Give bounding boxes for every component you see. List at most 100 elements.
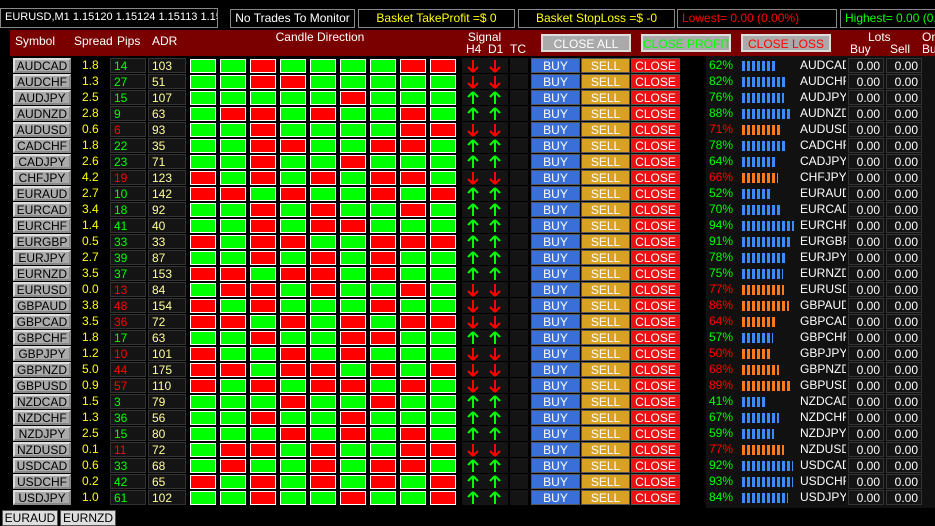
buy-button[interactable]: BUY: [531, 458, 580, 473]
close-button[interactable]: CLOSE: [631, 394, 680, 409]
close-button[interactable]: CLOSE: [631, 362, 680, 377]
sell-button[interactable]: SELL: [581, 330, 630, 345]
buy-button[interactable]: BUY: [531, 346, 580, 361]
sell-button[interactable]: SELL: [581, 426, 630, 441]
symbol-button[interactable]: GBPUSD: [13, 378, 71, 393]
symbol-button[interactable]: GBPCAD: [13, 314, 71, 329]
close-button[interactable]: CLOSE: [631, 58, 680, 73]
close-button[interactable]: CLOSE: [631, 282, 680, 297]
close-button[interactable]: CLOSE: [631, 154, 680, 169]
symbol-button[interactable]: EURNZD: [13, 266, 71, 281]
close-button[interactable]: CLOSE: [631, 266, 680, 281]
symbol-button[interactable]: AUDJPY: [13, 90, 71, 105]
symbol-button[interactable]: NZDJPY: [13, 426, 71, 441]
sell-button[interactable]: SELL: [581, 410, 630, 425]
sell-button[interactable]: SELL: [581, 346, 630, 361]
symbol-button[interactable]: GBPCHF: [13, 330, 71, 345]
close-button[interactable]: CLOSE: [631, 234, 680, 249]
sell-button[interactable]: SELL: [581, 90, 630, 105]
buy-button[interactable]: BUY: [531, 218, 580, 233]
sell-button[interactable]: SELL: [581, 298, 630, 313]
sell-button[interactable]: SELL: [581, 490, 630, 505]
close-button[interactable]: CLOSE: [631, 458, 680, 473]
buy-button[interactable]: BUY: [531, 250, 580, 265]
close-button[interactable]: CLOSE: [631, 218, 680, 233]
buy-button[interactable]: BUY: [531, 106, 580, 121]
buy-button[interactable]: BUY: [531, 170, 580, 185]
symbol-button[interactable]: GBPJPY: [13, 346, 71, 361]
symbol-button[interactable]: EURJPY: [13, 250, 71, 265]
buy-button[interactable]: BUY: [531, 122, 580, 137]
buy-button[interactable]: BUY: [531, 490, 580, 505]
sell-button[interactable]: SELL: [581, 74, 630, 89]
sell-button[interactable]: SELL: [581, 154, 630, 169]
buy-button[interactable]: BUY: [531, 314, 580, 329]
sell-button[interactable]: SELL: [581, 58, 630, 73]
close-button[interactable]: CLOSE: [631, 186, 680, 201]
close-button[interactable]: CLOSE: [631, 442, 680, 457]
symbol-button[interactable]: NZDCAD: [13, 394, 71, 409]
close-button[interactable]: CLOSE: [631, 474, 680, 489]
close-button[interactable]: CLOSE: [631, 298, 680, 313]
close-button[interactable]: CLOSE: [631, 330, 680, 345]
symbol-button[interactable]: AUDUSD: [13, 122, 71, 137]
symbol-button[interactable]: USDJPY: [13, 490, 71, 505]
close-button[interactable]: CLOSE: [631, 90, 680, 105]
close-button[interactable]: CLOSE: [631, 314, 680, 329]
symbol-button[interactable]: CADJPY: [13, 154, 71, 169]
symbol-button[interactable]: NZDUSD: [13, 442, 71, 457]
symbol-button[interactable]: GBPNZD: [13, 362, 71, 377]
buy-button[interactable]: BUY: [531, 442, 580, 457]
buy-button[interactable]: BUY: [531, 90, 580, 105]
close-button[interactable]: CLOSE: [631, 378, 680, 393]
close-button[interactable]: CLOSE: [631, 250, 680, 265]
buy-button[interactable]: BUY: [531, 474, 580, 489]
symbol-button[interactable]: USDCHF: [13, 474, 71, 489]
buy-button[interactable]: BUY: [531, 426, 580, 441]
sell-button[interactable]: SELL: [581, 474, 630, 489]
symbol-button[interactable]: EURCHF: [13, 218, 71, 233]
close-button[interactable]: CLOSE: [631, 74, 680, 89]
symbol-button[interactable]: USDCAD: [13, 458, 71, 473]
buy-button[interactable]: BUY: [531, 394, 580, 409]
sell-button[interactable]: SELL: [581, 138, 630, 153]
close-button[interactable]: CLOSE: [631, 490, 680, 505]
sell-button[interactable]: SELL: [581, 218, 630, 233]
tab[interactable]: EURNZD: [60, 510, 116, 526]
buy-button[interactable]: BUY: [531, 234, 580, 249]
sell-button[interactable]: SELL: [581, 106, 630, 121]
symbol-button[interactable]: AUDCAD: [13, 58, 71, 73]
close-loss[interactable]: CLOSE LOSS: [741, 34, 831, 52]
buy-button[interactable]: BUY: [531, 282, 580, 297]
buy-button[interactable]: BUY: [531, 154, 580, 169]
buy-button[interactable]: BUY: [531, 58, 580, 73]
buy-button[interactable]: BUY: [531, 266, 580, 281]
sell-button[interactable]: SELL: [581, 362, 630, 377]
sell-button[interactable]: SELL: [581, 394, 630, 409]
sell-button[interactable]: SELL: [581, 234, 630, 249]
symbol-button[interactable]: GBPAUD: [13, 298, 71, 313]
symbol-button[interactable]: AUDNZD: [13, 106, 71, 121]
close-button[interactable]: CLOSE: [631, 170, 680, 185]
buy-button[interactable]: BUY: [531, 298, 580, 313]
symbol-button[interactable]: NZDCHF: [13, 410, 71, 425]
close-button[interactable]: CLOSE: [631, 410, 680, 425]
buy-button[interactable]: BUY: [531, 330, 580, 345]
close-button[interactable]: CLOSE: [631, 426, 680, 441]
close-button[interactable]: CLOSE: [631, 122, 680, 137]
close-button[interactable]: CLOSE: [631, 106, 680, 121]
sell-button[interactable]: SELL: [581, 458, 630, 473]
symbol-button[interactable]: EURAUD: [13, 186, 71, 201]
sell-button[interactable]: SELL: [581, 202, 630, 217]
buy-button[interactable]: BUY: [531, 378, 580, 393]
buy-button[interactable]: BUY: [531, 410, 580, 425]
sell-button[interactable]: SELL: [581, 266, 630, 281]
close-all[interactable]: CLOSE ALL: [541, 34, 631, 52]
buy-button[interactable]: BUY: [531, 138, 580, 153]
buy-button[interactable]: BUY: [531, 362, 580, 377]
buy-button[interactable]: BUY: [531, 74, 580, 89]
close-button[interactable]: CLOSE: [631, 202, 680, 217]
sell-button[interactable]: SELL: [581, 170, 630, 185]
symbol-button[interactable]: EURCAD: [13, 202, 71, 217]
buy-button[interactable]: BUY: [531, 202, 580, 217]
